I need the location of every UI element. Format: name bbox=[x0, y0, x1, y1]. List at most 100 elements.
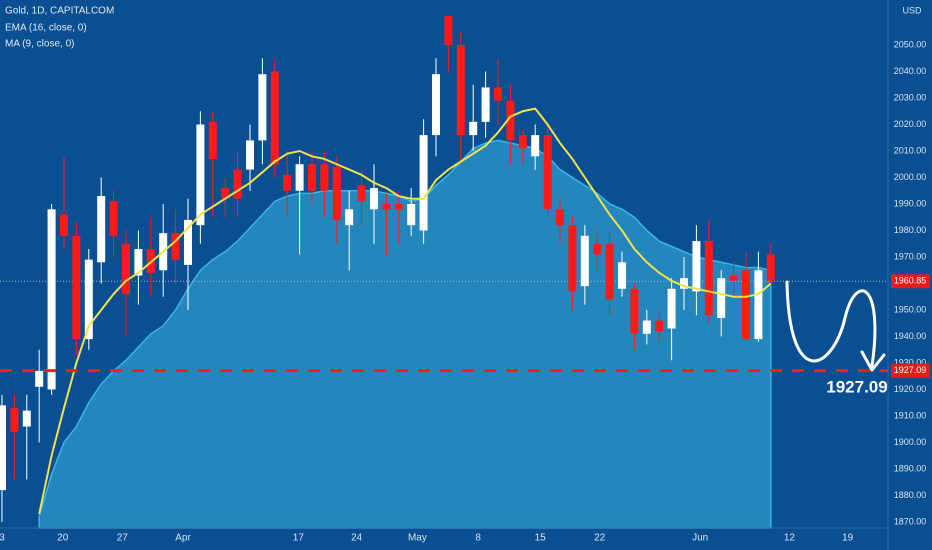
candle-body bbox=[208, 121, 217, 159]
x-tick-label: 19 bbox=[842, 533, 854, 544]
candle-body bbox=[146, 249, 155, 273]
ema-line bbox=[38, 107, 772, 515]
x-tick-label: 24 bbox=[351, 533, 363, 544]
x-tick-label: 8 bbox=[475, 533, 481, 544]
y-tick-label: 1920.00 bbox=[894, 384, 927, 394]
candle-body bbox=[543, 135, 552, 210]
candle-body bbox=[729, 275, 738, 281]
candle-body bbox=[642, 320, 651, 334]
candle-body bbox=[295, 164, 304, 191]
y-tick-label: 2030.00 bbox=[894, 92, 927, 102]
y-tick-label: 2010.00 bbox=[894, 145, 927, 155]
candle-body bbox=[593, 243, 602, 255]
legend-entry: MA (9, close, 0) bbox=[5, 39, 74, 50]
x-tick-label: 3 bbox=[0, 533, 5, 544]
candle-body bbox=[394, 203, 403, 210]
candle-body bbox=[171, 233, 180, 260]
x-tick-label: 22 bbox=[594, 533, 606, 544]
candle-body bbox=[72, 235, 81, 340]
arrow bbox=[785, 280, 877, 368]
candle-body bbox=[221, 188, 230, 199]
current-price-tag bbox=[891, 274, 930, 289]
candle-body bbox=[506, 100, 515, 141]
candle-body bbox=[59, 214, 68, 236]
candle-body bbox=[22, 410, 31, 427]
plot-area bbox=[0, 15, 888, 529]
candle-body bbox=[618, 262, 627, 289]
candle-body bbox=[667, 288, 676, 329]
candle-body bbox=[692, 241, 701, 292]
candle-body bbox=[0, 405, 6, 491]
x-tick-label: 27 bbox=[117, 533, 129, 544]
candle-body bbox=[357, 185, 366, 202]
candle-body bbox=[307, 164, 316, 191]
candle-body bbox=[766, 254, 775, 281]
candle-body bbox=[456, 45, 465, 136]
candle-body bbox=[742, 270, 751, 340]
candle-body bbox=[419, 135, 428, 231]
y-tick-label: 1940.00 bbox=[894, 331, 927, 341]
x-tick-label: 15 bbox=[535, 533, 547, 544]
candle-body bbox=[47, 209, 56, 390]
candle-body bbox=[469, 121, 478, 136]
candle-body bbox=[754, 270, 763, 340]
candle-body bbox=[531, 135, 540, 157]
candle-body bbox=[556, 209, 565, 226]
y-tick-label: 2050.00 bbox=[894, 39, 927, 49]
candle-body bbox=[283, 174, 292, 191]
candle-body bbox=[97, 196, 106, 263]
x-tick-label: Apr bbox=[175, 533, 191, 544]
y-tick-label: 1980.00 bbox=[894, 225, 927, 235]
candle-body bbox=[494, 87, 503, 101]
y-tick-label: 1890.00 bbox=[894, 463, 927, 473]
candle-body bbox=[630, 288, 639, 334]
chart-title: Gold, 1D, CAPITALCOM bbox=[5, 6, 114, 17]
candle-body bbox=[680, 278, 689, 289]
candle-body bbox=[580, 235, 589, 287]
current-price-label: 1960.85 bbox=[894, 276, 927, 286]
x-tick-label: 17 bbox=[293, 533, 305, 544]
candle-body bbox=[518, 135, 527, 149]
candle-body bbox=[35, 370, 44, 387]
candle-body bbox=[183, 219, 192, 265]
y-tick-label: 2020.00 bbox=[894, 119, 927, 129]
target-price-label: 1927.09 bbox=[894, 365, 927, 375]
y-tick-label: 1950.00 bbox=[894, 304, 927, 314]
y-tick-label: 1870.00 bbox=[894, 516, 927, 526]
y-tick-label: 1880.00 bbox=[894, 490, 927, 500]
legend-entry: EMA (16, close, 0) bbox=[5, 23, 87, 34]
x-tick-label: Jun bbox=[692, 533, 708, 544]
y-tick-label: 1900.00 bbox=[894, 437, 927, 447]
candle-body bbox=[568, 225, 577, 292]
target-annotation: 1927.09 bbox=[826, 377, 887, 396]
candle-body bbox=[605, 243, 614, 300]
y-tick-label: 2000.00 bbox=[894, 172, 927, 182]
candle-body bbox=[270, 71, 279, 165]
y-tick-label: 1990.00 bbox=[894, 198, 927, 208]
candle-body bbox=[369, 188, 378, 210]
x-tick-label: 20 bbox=[57, 533, 69, 544]
candle-body bbox=[84, 259, 93, 340]
candle-body bbox=[196, 124, 205, 226]
candle-body bbox=[134, 249, 143, 276]
target-price-tag bbox=[891, 363, 930, 378]
arrow-head bbox=[860, 350, 886, 372]
candle-body bbox=[258, 74, 267, 141]
candle-body bbox=[655, 320, 664, 332]
candle-body bbox=[109, 201, 118, 236]
candle-body bbox=[245, 140, 254, 170]
candle-body bbox=[717, 278, 726, 318]
y-tick-label: 1910.00 bbox=[894, 410, 927, 420]
candle-body bbox=[432, 74, 441, 136]
candle-body bbox=[481, 87, 490, 122]
candle-body bbox=[332, 166, 341, 220]
x-tick-label: 12 bbox=[784, 533, 796, 544]
candle-body bbox=[10, 407, 19, 432]
y-tick-label: 2040.00 bbox=[894, 66, 927, 76]
candle-body bbox=[233, 169, 242, 199]
candle-body bbox=[320, 164, 329, 191]
candle-body bbox=[407, 203, 416, 226]
candle-body bbox=[444, 15, 453, 46]
y-unit: USD bbox=[902, 5, 922, 15]
